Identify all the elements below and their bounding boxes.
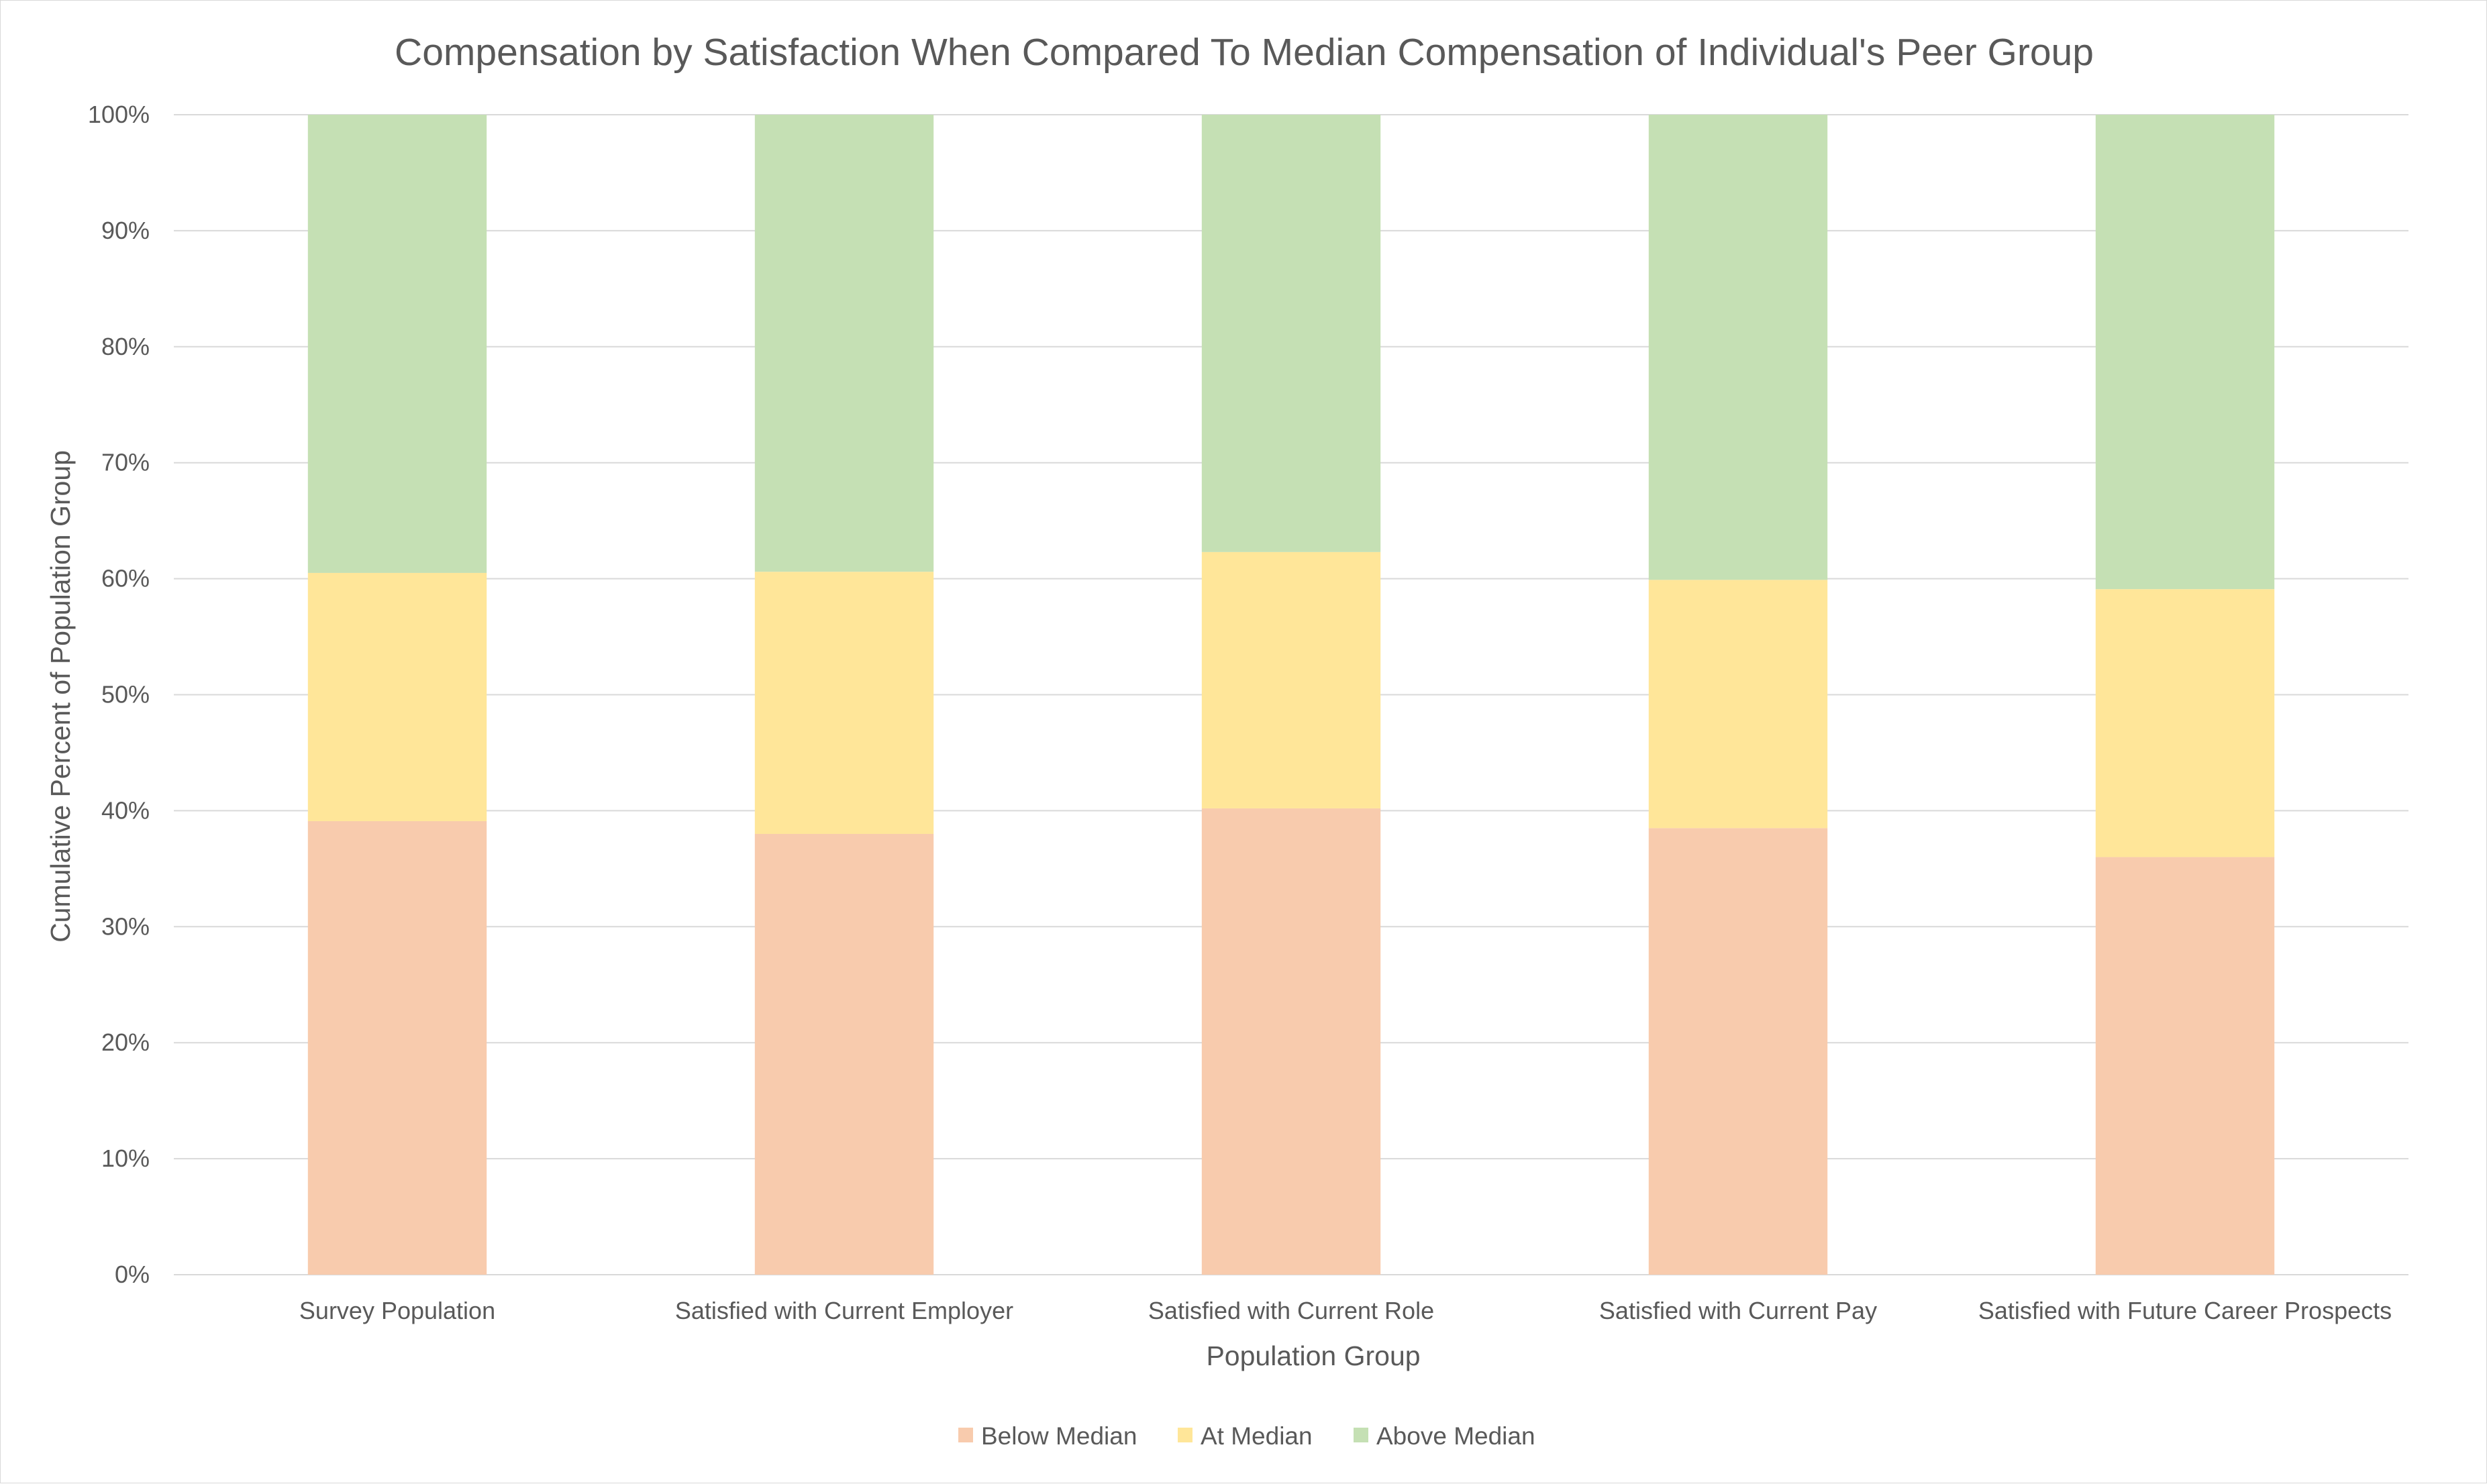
bar-above-median-2 xyxy=(1201,115,1381,552)
y-tick-label: 100% xyxy=(88,101,150,128)
bar-above-median-3 xyxy=(1648,115,1828,580)
x-axis-ticks: Survey Population Satisfied with Current … xyxy=(299,1297,2392,1324)
bar-at-median-3 xyxy=(1648,580,1828,829)
bar-above-median-4 xyxy=(2095,115,2275,590)
bar-below-median-3 xyxy=(1648,828,1828,1275)
legend-swatch-at-median xyxy=(1178,1428,1192,1442)
bar-above-median-1 xyxy=(754,115,934,572)
y-tick-label: 30% xyxy=(101,912,150,940)
x-axis-title: Population Group xyxy=(1206,1340,1420,1371)
x-tick-label: Satisfied with Current Employer xyxy=(675,1297,1013,1324)
y-tick-label: 80% xyxy=(101,333,150,360)
x-tick-label: Satisfied with Current Role xyxy=(1148,1297,1434,1324)
x-tick-label: Survey Population xyxy=(299,1297,495,1324)
legend-label: At Median xyxy=(1201,1422,1313,1450)
legend: Below Median At Median Above Median xyxy=(958,1422,1535,1450)
bars xyxy=(307,115,2275,1275)
legend-swatch-below-median xyxy=(958,1428,973,1442)
bar-below-median-1 xyxy=(754,833,934,1275)
bar-at-median-4 xyxy=(2095,589,2275,857)
bar-at-median-2 xyxy=(1201,551,1381,808)
y-axis-ticks: 0% 10% 20% 30% 40% 50% 60% 70% 80% 90% 100% xyxy=(88,101,150,1288)
chart-title: Compensation by Satisfaction When Compar… xyxy=(395,31,2094,74)
bar-above-median-0 xyxy=(307,115,487,573)
x-tick-label: Satisfied with Future Career Prospects xyxy=(1978,1297,2392,1324)
y-tick-label: 50% xyxy=(101,681,150,708)
y-tick-label: 10% xyxy=(101,1145,150,1172)
y-tick-label: 60% xyxy=(101,565,150,592)
y-tick-label: 0% xyxy=(115,1261,150,1288)
y-axis-title: Cumulative Percent of Population Group xyxy=(45,450,76,943)
y-tick-label: 20% xyxy=(101,1028,150,1056)
legend-label: Above Median xyxy=(1376,1422,1535,1450)
y-tick-label: 90% xyxy=(101,217,150,244)
legend-swatch-above-median xyxy=(1354,1428,1368,1442)
y-tick-label: 40% xyxy=(101,796,150,824)
bar-at-median-1 xyxy=(754,572,934,834)
legend-label: Below Median xyxy=(981,1422,1137,1450)
bar-below-median-2 xyxy=(1201,808,1381,1275)
bar-at-median-0 xyxy=(307,572,487,821)
x-tick-label: Satisfied with Current Pay xyxy=(1599,1297,1877,1324)
bar-below-median-4 xyxy=(2095,857,2275,1275)
bar-below-median-0 xyxy=(307,820,487,1275)
y-tick-label: 70% xyxy=(101,449,150,476)
